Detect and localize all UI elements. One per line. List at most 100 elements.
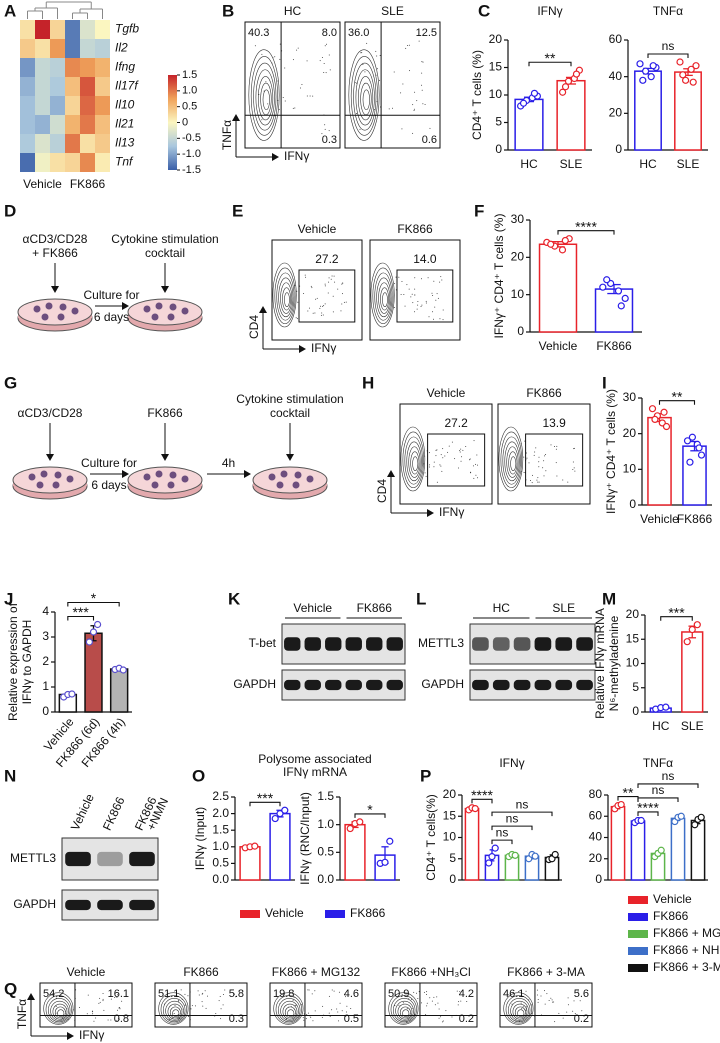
contour: [390, 995, 417, 1024]
event-dot: [346, 1005, 348, 1007]
event-dot: [202, 1005, 204, 1007]
event-dot: [574, 995, 576, 997]
event-dot: [579, 1000, 581, 1002]
event-dot: [432, 295, 434, 297]
event-dot: [184, 1004, 186, 1006]
y-tick-label: 0.5: [212, 856, 229, 870]
event-dot: [469, 472, 471, 474]
event-dot: [445, 1010, 447, 1012]
heat-cell: [50, 58, 65, 77]
event-dot: [553, 1001, 555, 1003]
heat-cell: [80, 20, 95, 39]
event-dot: [292, 999, 294, 1001]
event-dot: [116, 1009, 118, 1011]
contour: [514, 1006, 526, 1019]
data-point: [511, 851, 519, 859]
event-dot: [573, 1000, 575, 1002]
dish-top: [17, 298, 93, 326]
cell: [276, 481, 284, 489]
event-dot: [545, 454, 547, 456]
event-dot: [435, 299, 437, 301]
cell: [36, 481, 44, 489]
event-dot: [102, 998, 104, 1000]
event-dot: [447, 451, 449, 453]
event-dot: [116, 996, 118, 998]
cell: [155, 470, 163, 478]
event-dot: [117, 994, 119, 996]
event-dot: [451, 441, 453, 443]
significance-label: ns: [662, 39, 675, 53]
event-dot: [544, 1003, 546, 1005]
quadrant-percent: 0.2: [459, 1013, 474, 1025]
event-dot: [338, 1020, 340, 1022]
heat-cell: [50, 77, 65, 96]
blot-band: [555, 637, 573, 651]
data-point: [547, 240, 555, 248]
contour: [162, 998, 186, 1023]
event-dot: [343, 301, 345, 303]
flow-plot-frame: [369, 239, 461, 341]
legend-label: FK866: [653, 909, 689, 923]
contour: [507, 998, 531, 1023]
event-dot: [537, 1001, 539, 1003]
event-dot: [421, 89, 423, 91]
blot-band: [492, 637, 510, 651]
cell: [181, 307, 189, 315]
cell: [151, 313, 159, 321]
significance-bracket: [249, 801, 281, 807]
event-dot: [567, 1004, 569, 1006]
cell: [59, 303, 67, 311]
event-dot: [432, 311, 434, 313]
event-dot: [436, 481, 438, 483]
event-dot: [206, 995, 208, 997]
flow-plot-frame: [344, 21, 441, 149]
blot-band: [325, 679, 342, 691]
process-label: Culture for: [83, 288, 139, 302]
heat-cell: [95, 20, 110, 39]
event-dot: [332, 295, 334, 297]
cell: [169, 471, 177, 479]
event-dot: [518, 1020, 520, 1022]
data-point: [68, 690, 76, 698]
blot-band: [513, 637, 531, 651]
blot-row-label: GAPDH: [421, 677, 464, 691]
event-dot: [417, 300, 419, 302]
event-dot: [398, 1004, 400, 1006]
cell: [155, 302, 163, 310]
legend-swatch: [325, 910, 345, 918]
heat-cell: [50, 39, 65, 58]
data-point: [676, 58, 684, 66]
contour: [517, 1009, 525, 1017]
event-dot: [329, 69, 331, 71]
cell: [306, 475, 314, 483]
event-dot: [174, 1004, 176, 1006]
contour: [402, 431, 424, 488]
y-tick-label: 1.0: [212, 839, 229, 853]
event-dot: [235, 996, 237, 998]
event-dot: [394, 283, 396, 285]
event-dot: [436, 293, 438, 295]
contour: [503, 992, 534, 1025]
contour: [370, 262, 395, 328]
row-label: Il21: [115, 117, 134, 131]
event-dot: [336, 1008, 338, 1010]
event-dot: [224, 989, 226, 991]
heat-cell: [65, 96, 80, 115]
y-tick-label: 60: [609, 32, 623, 46]
event-dot: [435, 455, 437, 457]
event-dot: [448, 445, 450, 447]
heat-cell: [20, 134, 35, 153]
event-dot: [319, 307, 321, 309]
y-tick-label: 0: [449, 872, 456, 886]
y-tick-label: 3: [42, 629, 49, 643]
data-point: [471, 804, 479, 813]
event-dot: [433, 466, 435, 468]
event-dot: [425, 302, 427, 304]
event-dot: [102, 992, 104, 994]
event-dot: [292, 107, 294, 109]
event-dot: [331, 1009, 333, 1011]
event-dot: [404, 305, 406, 307]
y-axis-label: CD4: [375, 479, 389, 503]
event-dot: [536, 989, 538, 991]
data-point: [679, 71, 687, 79]
